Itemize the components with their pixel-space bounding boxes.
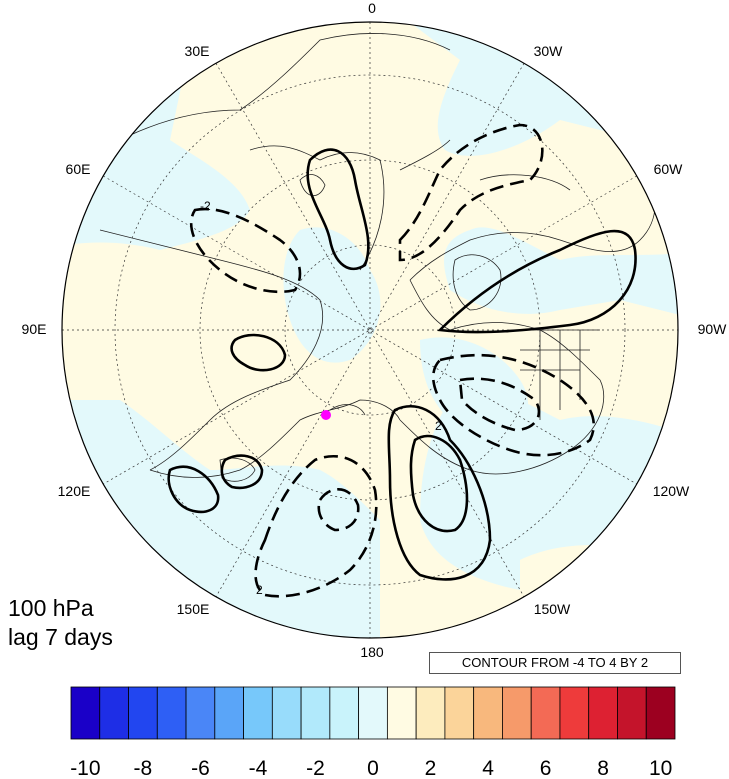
colorbar-cell — [185, 686, 216, 740]
colorbar-tick-label: -4 — [249, 757, 268, 779]
negative-shading-inner — [230, 227, 529, 610]
colorbar-tick-label: 10 — [649, 757, 672, 779]
lon-label-90w: 90W — [698, 321, 728, 337]
map-border — [61, 21, 679, 639]
colorbar-cell — [358, 686, 388, 740]
colorbar-cell — [243, 686, 273, 740]
lon-label-60e: 60E — [66, 161, 91, 177]
colorbar-cell — [329, 686, 360, 740]
colorbar-tick-label: 8 — [597, 757, 609, 779]
colorbar-cell — [444, 686, 475, 740]
polar-map: -2 2 2 0 30W 60W 90W 120W 150W 180 150E … — [22, 0, 728, 660]
colorbar-cell — [502, 686, 532, 740]
colorbar-tick-label: -10 — [70, 757, 100, 779]
colorbar-cell — [128, 686, 158, 740]
lon-label-60w: 60W — [654, 161, 684, 177]
colorbar-cell — [271, 686, 302, 740]
colorbar-cell — [300, 686, 331, 740]
colorbar-cell — [645, 686, 676, 740]
colorbar-cell — [99, 686, 129, 740]
lon-label-150w: 150W — [534, 601, 571, 617]
colorbar-cell — [156, 686, 187, 740]
colorbar-tick-label: 6 — [540, 757, 552, 779]
colorbar-tick-label: 0 — [367, 757, 379, 779]
contour-label: 2 — [256, 583, 263, 597]
lon-label-0: 0 — [368, 0, 376, 16]
contour-label: -2 — [200, 199, 211, 213]
graticule — [62, 22, 678, 638]
colorbar-cell — [530, 686, 561, 740]
colorbar-tick-label: -8 — [134, 757, 153, 779]
lon-label-180: 180 — [360, 644, 384, 660]
colorbar-cell — [386, 686, 417, 740]
pressure-level-label: 100 hPa — [8, 595, 94, 621]
negative-contours — [189, 123, 596, 598]
colorbar-cell — [588, 686, 618, 740]
colorbar-cell — [617, 686, 647, 740]
colorbar: -10 -8 -6 -4 -2 0 2 4 6 8 10 — [70, 686, 676, 779]
lon-label-150e: 150E — [177, 601, 210, 617]
lag-label: lag 7 days — [8, 624, 113, 650]
lon-label-120e: 120E — [58, 483, 91, 499]
contour-info-box: CONTOUR FROM -4 TO 4 BY 2 — [429, 652, 681, 674]
contour-label: 2 — [435, 419, 442, 433]
colorbar-cell — [70, 686, 101, 740]
colorbar-tick-label: 2 — [425, 757, 437, 779]
location-marker — [321, 410, 331, 420]
colorbar-tick-label: 4 — [482, 757, 494, 779]
colorbar-cell — [473, 686, 503, 740]
lon-label-30w: 30W — [534, 43, 564, 59]
colorbar-cell — [415, 686, 446, 740]
positive-contours — [167, 148, 637, 581]
colorbar-cell — [559, 686, 590, 740]
lon-label-120w: 120W — [653, 483, 690, 499]
colorbar-tick-label: -6 — [191, 757, 210, 779]
colorbar-cell — [214, 686, 244, 740]
lon-label-90e: 90E — [22, 321, 47, 337]
lon-label-30e: 30E — [185, 43, 210, 59]
colorbar-tick-label: -2 — [306, 757, 325, 779]
